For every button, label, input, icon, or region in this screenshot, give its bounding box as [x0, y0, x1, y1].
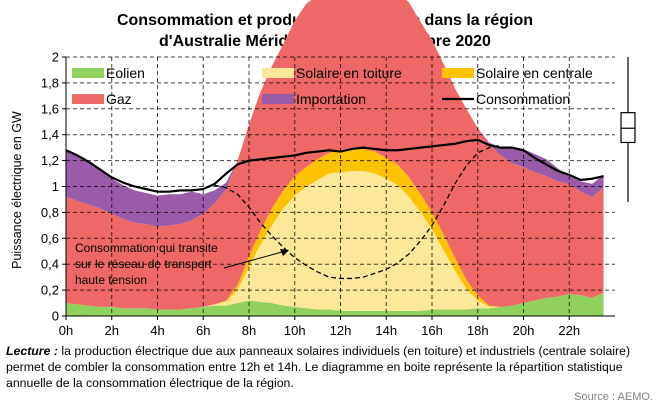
area-3 — [66, 0, 604, 310]
legend-label: Eolien — [106, 65, 145, 81]
legend-label: Consommation — [476, 91, 570, 107]
y-axis-label: Puissance électrique en GW — [10, 111, 24, 269]
area-0 — [66, 292, 604, 316]
y-tick-label: 0,6 — [41, 231, 59, 246]
y-tick-label: 0,4 — [41, 257, 59, 272]
x-tick-label: 20h — [513, 323, 535, 338]
legend-swatch — [262, 94, 294, 104]
annotation-line: haute tension — [75, 273, 147, 287]
annotation-line: sur le réseau de transport — [75, 257, 212, 271]
y-tick-label: 1,4 — [41, 127, 59, 142]
legend-swatch — [72, 68, 104, 78]
annotation-arrow — [223, 251, 283, 269]
y-tick-label: 0 — [52, 309, 59, 324]
x-tick-label: 10h — [284, 323, 306, 338]
stacked-areas — [66, 0, 604, 316]
legend-label: Solaire en centrale — [476, 65, 593, 81]
source-note: Source : AEMO. — [574, 391, 653, 403]
legend-label: Importation — [296, 91, 366, 107]
x-tick-label: 8h — [242, 323, 256, 338]
y-tick-label: 1 — [52, 179, 59, 194]
grid — [66, 56, 615, 316]
x-tick-label: 0h — [59, 323, 73, 338]
x-tick-label: 18h — [467, 323, 489, 338]
x-tick-label: 14h — [375, 323, 397, 338]
legend-swatch — [262, 68, 294, 78]
boxplot-box — [620, 112, 636, 144]
x-tick-label: 2h — [105, 323, 119, 338]
transport-network-line — [214, 144, 501, 280]
y-tick-label: 1,6 — [41, 101, 59, 116]
y-tick-label: 0,2 — [41, 283, 59, 298]
reading-label: Lecture : — [6, 344, 58, 358]
annotation-line: Consommation qui transite — [75, 241, 218, 255]
legend-swatch — [442, 68, 474, 78]
legend-label: Solaire en toiture — [296, 65, 402, 81]
reading-text: la production électrique due aux panneau… — [6, 344, 631, 390]
lines — [65, 138, 604, 280]
x-tick-label: 22h — [558, 323, 580, 338]
reading-note: Lecture : la production électrique due a… — [6, 343, 656, 391]
x-tick-label: 6h — [196, 323, 210, 338]
legend: Eolien Solaire en toiture Solaire en centr… — [72, 65, 593, 107]
y-tick-label: 2 — [52, 50, 59, 65]
area-4 — [66, 0, 604, 227]
chart: Consommation et production électrique da… — [10, 0, 636, 338]
x-tick-label: 12h — [330, 323, 352, 338]
y-tick-label: 0,8 — [41, 205, 59, 220]
area-1 — [66, 170, 604, 311]
x-tick-label: 4h — [150, 323, 164, 338]
y-tick-label: 1,2 — [41, 153, 59, 168]
annotation-arrowhead — [280, 249, 289, 256]
x-tick-label: 16h — [421, 323, 443, 338]
consumption-line — [65, 138, 604, 193]
annotation: Consommation qui transite sur le réseau d… — [75, 241, 289, 287]
annual-boxplot — [620, 57, 636, 203]
legend-label: Gaz — [106, 91, 132, 107]
legend-swatch — [72, 94, 104, 104]
y-tick-label: 1,8 — [41, 75, 59, 90]
